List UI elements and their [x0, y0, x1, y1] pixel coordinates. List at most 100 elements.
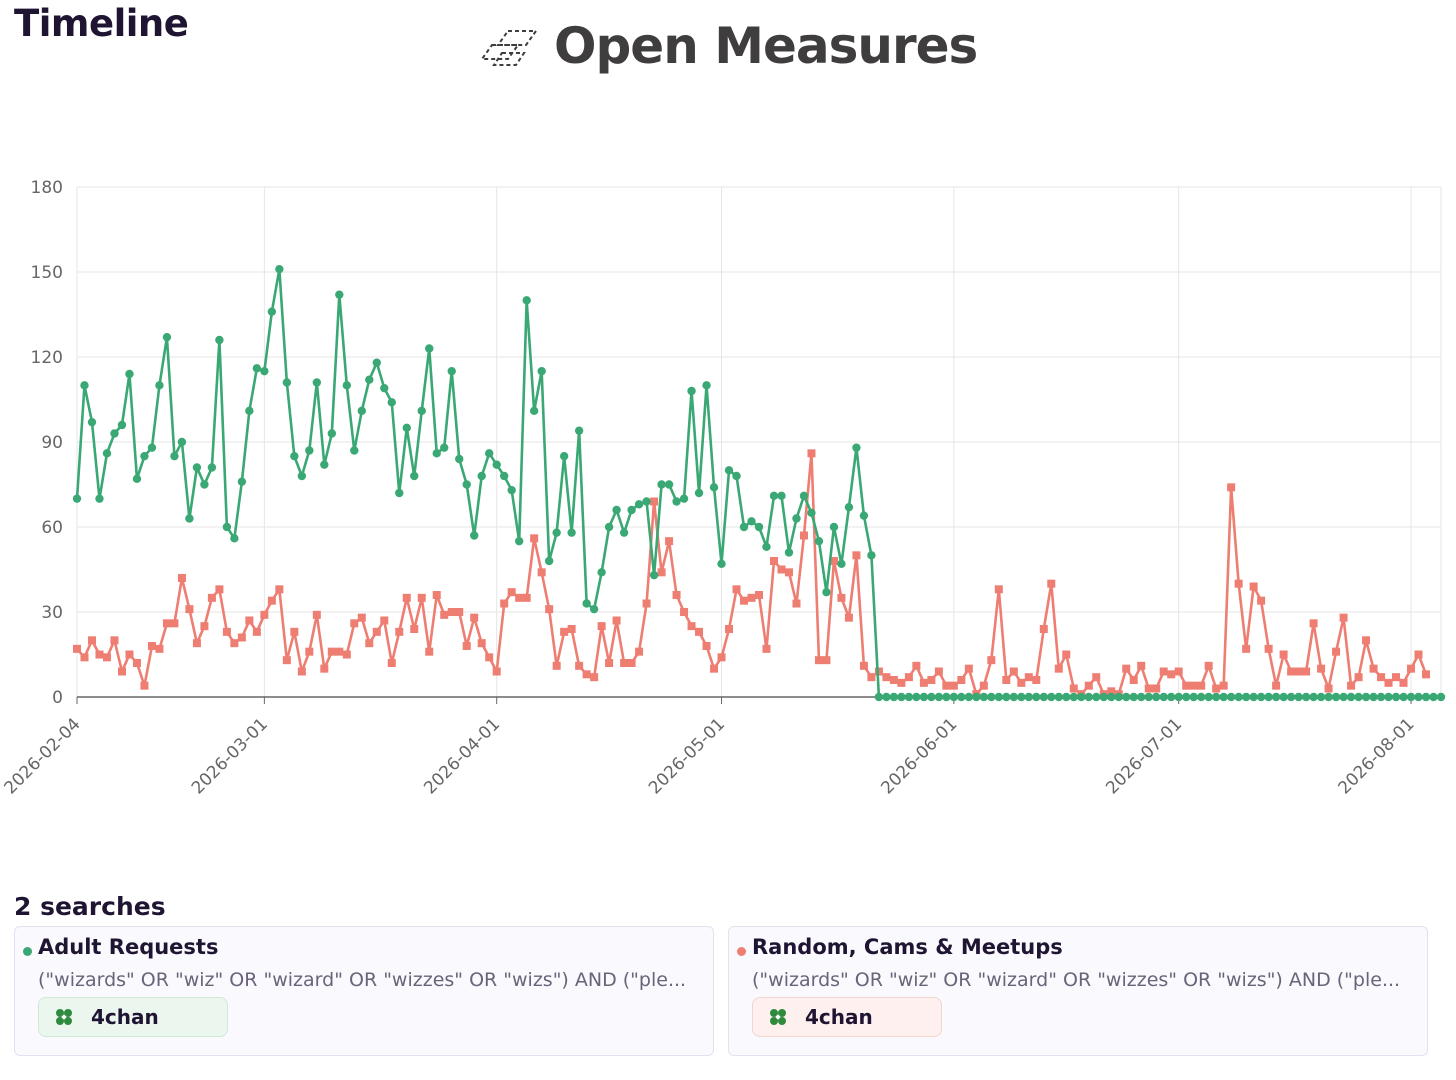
data-point-random_cams_meetups [642, 599, 651, 608]
source-label: 4chan [91, 1005, 159, 1029]
data-point-adult_requests [1361, 692, 1371, 702]
data-point-adult_requests [582, 599, 591, 608]
data-point-random_cams_meetups [695, 627, 704, 636]
data-point-adult_requests [170, 451, 179, 461]
data-point-adult_requests [1399, 692, 1408, 702]
data-point-adult_requests [1376, 692, 1386, 702]
data-point-adult_requests [814, 536, 824, 546]
data-point-adult_requests [762, 542, 771, 552]
y-tick-label: 90 [41, 433, 63, 453]
data-point-random_cams_meetups [290, 627, 299, 636]
data-point-adult_requests [1039, 692, 1048, 702]
data-point-adult_requests [1301, 692, 1311, 702]
data-point-adult_requests [1369, 692, 1378, 702]
data-point-adult_requests [544, 556, 554, 566]
brand-header: Open Measures [478, 14, 978, 78]
data-point-adult_requests [455, 454, 464, 464]
data-point-adult_requests [1009, 692, 1019, 702]
data-point-adult_requests [679, 494, 689, 503]
data-point-adult_requests [717, 559, 726, 569]
data-point-random_cams_meetups [350, 619, 359, 628]
data-point-random_cams_meetups [1069, 684, 1078, 693]
data-point-adult_requests [964, 692, 974, 702]
data-point-random_cams_meetups [919, 678, 928, 687]
search-query: ("wizards" OR "wiz" OR "wizard" OR "wizz… [38, 969, 687, 991]
data-point-random_cams_meetups [1062, 650, 1071, 659]
data-point-random_cams_meetups [185, 605, 194, 614]
x-tick-label: 2026-04-01 [420, 714, 504, 798]
data-point-random_cams_meetups [470, 613, 479, 622]
data-point-random_cams_meetups [485, 653, 494, 662]
data-point-adult_requests [312, 378, 322, 387]
data-point-adult_requests [282, 378, 292, 387]
data-point-random_cams_meetups [402, 593, 411, 602]
search-card-random-cams-meetups[interactable]: Random, Cams & Meetups ("wizards" OR "wi… [728, 926, 1428, 1056]
data-point-random_cams_meetups [95, 650, 104, 659]
data-point-adult_requests [934, 692, 944, 702]
data-point-adult_requests [649, 570, 659, 580]
data-point-adult_requests [942, 692, 951, 702]
data-point-adult_requests [1099, 692, 1108, 702]
data-point-adult_requests [994, 692, 1004, 702]
data-point-random_cams_meetups [1317, 664, 1326, 673]
data-point-adult_requests [95, 494, 104, 503]
source-pill[interactable]: 4chan [38, 997, 228, 1037]
data-point-random_cams_meetups [1264, 644, 1273, 653]
data-point-random_cams_meetups [710, 664, 719, 673]
data-point-random_cams_meetups [874, 667, 883, 676]
data-point-random_cams_meetups [597, 622, 606, 631]
data-point-adult_requests [425, 344, 434, 353]
data-point-random_cams_meetups [170, 619, 179, 628]
data-point-random_cams_meetups [342, 650, 351, 659]
x-tick-label: 2026-07-01 [1102, 714, 1186, 798]
data-point-random_cams_meetups [132, 659, 141, 667]
x-tick-label: 2026-03-01 [188, 714, 272, 798]
data-point-random_cams_meetups [650, 497, 659, 506]
data-point-random_cams_meetups [312, 610, 321, 619]
data-point-adult_requests [1144, 692, 1153, 702]
data-point-adult_requests [1294, 692, 1303, 702]
data-point-adult_requests [642, 497, 651, 506]
data-point-adult_requests [882, 692, 891, 702]
data-point-adult_requests [185, 514, 194, 523]
data-point-adult_requests [1159, 692, 1168, 702]
data-point-adult_requests [147, 443, 157, 452]
data-point-adult_requests [657, 480, 666, 489]
data-point-random_cams_meetups [620, 659, 629, 667]
data-point-random_cams_meetups [635, 647, 644, 656]
data-point-adult_requests [514, 536, 524, 546]
data-point-adult_requests [230, 534, 239, 543]
data-point-adult_requests [447, 366, 456, 376]
data-point-random_cams_meetups [1002, 676, 1011, 684]
data-point-random_cams_meetups [1242, 644, 1251, 653]
data-point-random_cams_meetups [777, 565, 786, 574]
data-point-adult_requests [574, 426, 584, 435]
data-point-adult_requests [987, 692, 996, 702]
data-point-adult_requests [245, 406, 254, 416]
search-card-adult-requests[interactable]: Adult Requests ("wizards" OR "wiz" OR "w… [14, 926, 714, 1056]
data-point-random_cams_meetups [87, 636, 96, 645]
data-point-random_cams_meetups [335, 647, 344, 656]
data-point-random_cams_meetups [627, 659, 636, 667]
data-point-adult_requests [754, 522, 764, 532]
data-point-adult_requests [1181, 692, 1191, 702]
data-point-adult_requests [72, 494, 82, 503]
data-point-random_cams_meetups [740, 596, 749, 605]
data-point-random_cams_meetups [162, 619, 171, 628]
data-point-random_cams_meetups [1144, 684, 1153, 693]
data-point-random_cams_meetups [672, 591, 681, 599]
data-point-random_cams_meetups [387, 659, 396, 667]
data-point-adult_requests [1054, 692, 1063, 702]
data-point-random_cams_meetups [612, 616, 621, 625]
data-point-random_cams_meetups [1347, 681, 1356, 690]
data-point-random_cams_meetups [327, 647, 336, 656]
data-point-random_cams_meetups [1384, 678, 1393, 687]
brand-name: Open Measures [554, 17, 978, 75]
source-pill[interactable]: 4chan [752, 997, 942, 1037]
data-point-random_cams_meetups [222, 627, 231, 636]
data-point-random_cams_meetups [814, 656, 823, 665]
data-point-adult_requests [342, 381, 352, 390]
data-point-random_cams_meetups [807, 449, 816, 458]
data-point-random_cams_meetups [245, 616, 254, 625]
data-point-random_cams_meetups [73, 644, 81, 653]
